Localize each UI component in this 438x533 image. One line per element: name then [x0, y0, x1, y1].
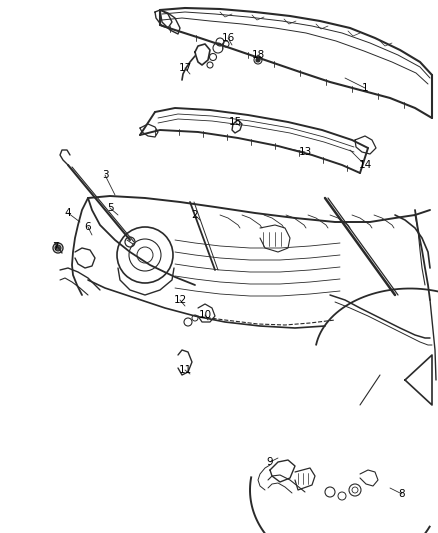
- Text: 11: 11: [178, 365, 192, 375]
- Text: 4: 4: [65, 208, 71, 218]
- Text: 16: 16: [221, 33, 235, 43]
- Text: 1: 1: [362, 83, 368, 93]
- Text: 6: 6: [85, 222, 91, 232]
- Text: 18: 18: [251, 50, 265, 60]
- Text: 2: 2: [192, 210, 198, 220]
- Text: 12: 12: [173, 295, 187, 305]
- Text: 17: 17: [178, 63, 192, 73]
- Text: 14: 14: [358, 160, 371, 170]
- Text: 5: 5: [107, 203, 113, 213]
- Circle shape: [55, 245, 61, 251]
- Text: 15: 15: [228, 117, 242, 127]
- Text: 9: 9: [267, 457, 273, 467]
- Text: 10: 10: [198, 310, 212, 320]
- Text: 13: 13: [298, 147, 311, 157]
- Text: 7: 7: [52, 242, 58, 252]
- Circle shape: [256, 58, 260, 62]
- Text: 3: 3: [102, 170, 108, 180]
- Text: 8: 8: [399, 489, 405, 499]
